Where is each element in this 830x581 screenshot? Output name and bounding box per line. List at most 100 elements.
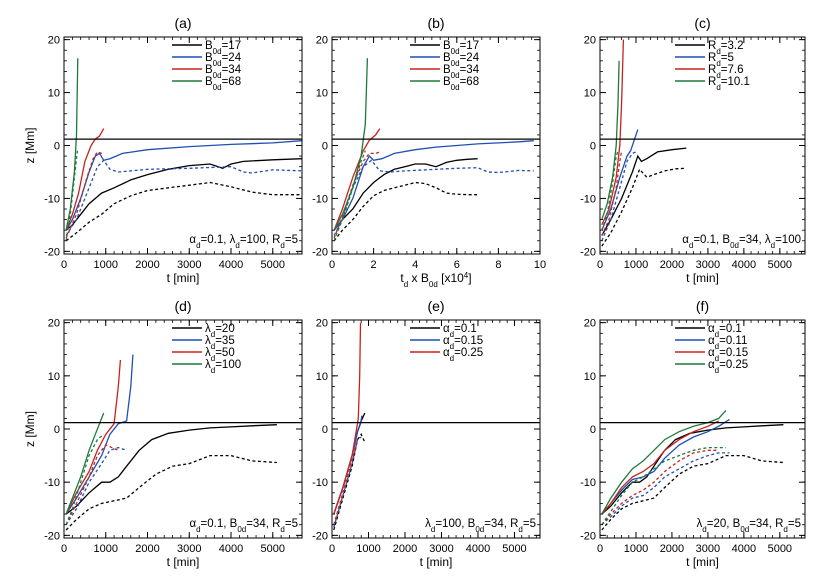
x-tick-label: 1000 [94, 543, 118, 555]
panel-d: (d) 0 1000 2000 3000 4000 5000 -20 -10 0 10 20 t [mi… [23, 298, 303, 569]
y-tick-label: 20 [584, 318, 596, 330]
x-tick-label: 0 [597, 259, 603, 271]
y-tick-label: -10 [312, 477, 328, 489]
x-axis-label: t [min] [167, 271, 200, 285]
series-line-6 [601, 409, 727, 515]
legend-label: λd=20 [205, 323, 235, 339]
x-tick-label: 4 [412, 259, 418, 271]
x-tick-label: 2000 [393, 543, 417, 555]
series-line-1 [601, 454, 784, 531]
series-group [65, 354, 277, 531]
panel-annotation: αd=0.1, B0d=34, λd=100 [682, 234, 801, 250]
series-line-6 [333, 58, 369, 231]
y-tick-label: -10 [580, 477, 596, 489]
series-line-3 [65, 446, 127, 526]
series-line-7 [65, 150, 79, 241]
series-line-6 [601, 60, 620, 220]
y-tick-label: 10 [584, 371, 596, 383]
legend-label: Rd=10.1 [708, 76, 750, 92]
series-group [65, 58, 302, 242]
legend-label: λd=35 [205, 335, 235, 351]
series-line-3 [333, 436, 362, 528]
legend-label: λd=100 [205, 359, 241, 375]
series-line-7 [601, 446, 726, 526]
panel-title: (d) [174, 298, 191, 314]
y-tick-label: 10 [316, 371, 328, 383]
y-tick-label: -20 [580, 530, 596, 542]
series-line-4 [601, 39, 625, 226]
series-line-0 [65, 158, 302, 231]
x-axis-label: td x B0d [x104] [400, 271, 471, 289]
series-group [601, 409, 784, 531]
x-tick-label: 4000 [219, 259, 243, 271]
legend-label: αd=0.15 [443, 335, 483, 351]
y-tick-label: -20 [312, 530, 328, 542]
legend-label: B0d=68 [205, 76, 241, 92]
x-axis-label: t [min] [686, 555, 719, 569]
legend-label: αd=0.25 [443, 347, 483, 363]
legend-label: B0d=24 [443, 52, 480, 68]
y-tick-label: -20 [312, 246, 328, 258]
series-line-5 [601, 449, 719, 526]
x-tick-label: 1000 [624, 259, 648, 271]
legend-label: Rd=3.2 [708, 40, 743, 56]
legend-label: αd=0.15 [708, 347, 748, 363]
series-line-1 [333, 432, 366, 531]
legend-label: B0d=17 [443, 40, 479, 56]
x-tick-label: 2000 [660, 259, 684, 271]
x-tick-label: 0 [329, 259, 335, 271]
series-line-5 [65, 151, 105, 239]
series-line-7 [601, 150, 619, 231]
x-tick-label: 5000 [768, 259, 792, 271]
series-line-2 [65, 140, 302, 231]
series-line-7 [333, 150, 366, 242]
legend-label: αd=0.1 [708, 323, 742, 339]
legend-label: B0d=24 [205, 52, 242, 68]
x-tick-label: 3000 [696, 259, 720, 271]
x-tick-label: 10 [534, 259, 546, 271]
y-axis-label: z [Mm] [23, 128, 37, 164]
x-axis-label: t [min] [167, 555, 200, 569]
x-tick-label: 4000 [466, 543, 490, 555]
x-axis-label: t [min] [686, 271, 719, 285]
y-tick-label: -20 [580, 246, 596, 258]
series-line-4 [601, 420, 719, 515]
series-line-4 [333, 322, 362, 515]
x-tick-label: 3000 [429, 543, 453, 555]
series-line-4 [65, 128, 105, 231]
y-tick-label: 0 [590, 141, 596, 153]
panel-e: (e) 0 1000 2000 3000 4000 5000 -20 -10 0 10 20 t [mi… [312, 298, 541, 569]
x-tick-label: 6 [454, 259, 460, 271]
x-tick-label: 3000 [177, 259, 201, 271]
x-tick-label: 4000 [219, 543, 243, 555]
panel-annotation: λd=20, B0d=34, Rd=5 [697, 518, 801, 534]
panel-title: (f) [696, 298, 709, 314]
y-tick-label: 0 [322, 141, 328, 153]
series-line-5 [601, 150, 623, 236]
series-line-2 [333, 415, 363, 515]
series-line-0 [65, 424, 277, 515]
y-tick-label: 0 [54, 141, 60, 153]
x-tick-label: 2 [371, 259, 377, 271]
series-line-6 [65, 58, 79, 231]
y-tick-label: -20 [44, 246, 60, 258]
y-tick-label: 20 [316, 35, 328, 47]
panel-annotation: αd=0.1, λd=100, Rd=5 [189, 234, 298, 250]
x-tick-label: 1000 [356, 543, 380, 555]
y-tick-label: 20 [48, 35, 60, 47]
series-line-5 [333, 151, 381, 239]
panel-a: (a) 0 1000 2000 3000 4000 5000 -20 -10 0 10 20 t [mi… [23, 15, 303, 285]
panel-c: (c) 0 1000 2000 3000 4000 5000 -20 -10 0 10 20 t [mi… [580, 15, 806, 285]
series-line-3 [333, 159, 534, 236]
series-line-1 [65, 181, 302, 242]
series-line-2 [65, 354, 134, 515]
panel-annotation: αd=0.1, B0d=34, Rd=5 [189, 518, 298, 534]
legend-label: B0d=68 [443, 76, 479, 92]
series-line-0 [333, 158, 478, 231]
y-tick-label: 0 [322, 424, 328, 436]
series-line-1 [333, 181, 478, 242]
legend-label: B0d=17 [205, 40, 241, 56]
